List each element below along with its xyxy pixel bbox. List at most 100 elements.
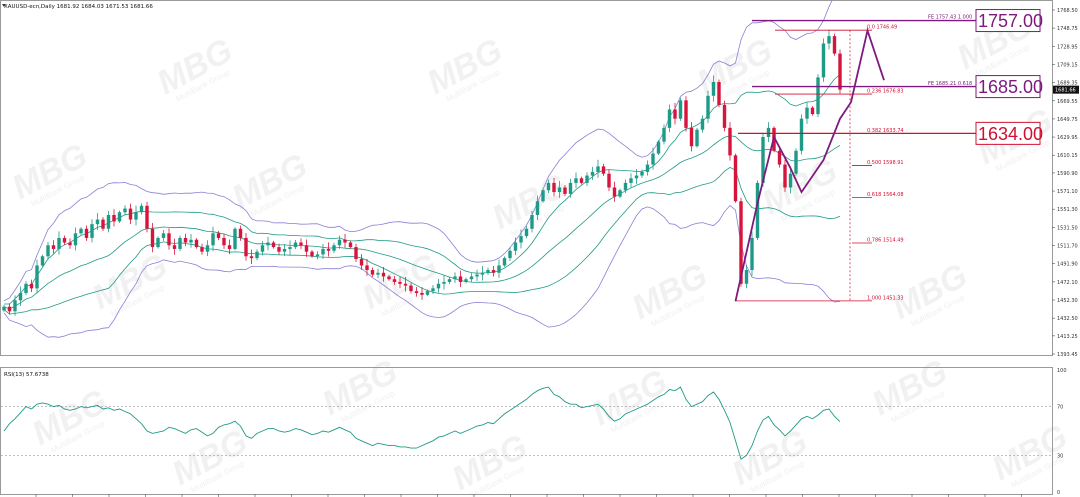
candle: [788, 167, 793, 194]
fib-expansion-label: FE 1757.43 1.000: [928, 15, 972, 21]
y-tick-label: 1432.50: [1057, 316, 1078, 322]
candle: [513, 237, 518, 256]
rsi-tick-label: 0: [1057, 490, 1060, 496]
candle: [546, 179, 551, 194]
candle: [805, 101, 809, 124]
candle: [211, 226, 215, 252]
candle: [35, 259, 39, 294]
y-tick-label: 1728.95: [1057, 44, 1078, 50]
candle: [409, 283, 413, 294]
candle: [244, 232, 248, 261]
candle: [337, 235, 342, 249]
key-level-1685-00[interactable]: 1685.00: [752, 75, 1043, 99]
candle: [502, 256, 507, 267]
candle: [480, 266, 485, 281]
candle: [277, 243, 281, 255]
candle: [766, 122, 771, 143]
candle: [189, 233, 193, 248]
fib-level[interactable]: 0.500 1598.91: [852, 160, 904, 166]
candle: [332, 242, 336, 253]
candle: [662, 124, 666, 145]
candle: [249, 249, 254, 264]
candle: [684, 96, 688, 132]
candle: [79, 227, 83, 235]
candle: [656, 139, 661, 156]
candle: [24, 281, 28, 296]
candle: [222, 233, 226, 249]
candle: [310, 250, 314, 258]
candle: [117, 210, 122, 223]
collapse-triangle-icon[interactable]: [2, 4, 6, 7]
candle: [629, 173, 633, 188]
y-tick-label: 1629.95: [1057, 135, 1078, 141]
candle: [29, 279, 34, 293]
y-tick-label: 1709.15: [1057, 62, 1078, 68]
candle: [832, 33, 837, 56]
candle: [13, 295, 17, 316]
candle: [612, 181, 617, 202]
key-level-1757-00[interactable]: 1757.00: [752, 9, 1043, 33]
candle: [123, 205, 127, 216]
symbol-info: XAUUSD-ecn,Daily 1681.92 1684.03 1671.53…: [4, 4, 153, 10]
candle: [640, 169, 644, 178]
candle: [84, 225, 89, 241]
candle: [607, 169, 611, 192]
candle: [359, 254, 364, 270]
candle: [2, 305, 6, 312]
candle: [563, 185, 567, 197]
candle: [420, 287, 424, 300]
candle: [18, 286, 23, 307]
candle: [101, 217, 105, 231]
candle: [271, 240, 276, 249]
candle: [288, 240, 292, 255]
y-tick-label: 1511.70: [1057, 244, 1078, 250]
fib-level-label: 0.500 1598.91: [867, 160, 904, 166]
key-level-label: 1685.00: [978, 77, 1043, 97]
fib-level[interactable]: 0.0 1746.49: [775, 25, 897, 31]
candle: [585, 172, 589, 186]
candle: [717, 79, 721, 108]
fib-level[interactable]: 0.236 1676.83: [775, 89, 904, 95]
rsi-line[interactable]: [3, 386, 841, 460]
y-tick-label: 1452.30: [1057, 298, 1078, 304]
candle: [255, 249, 259, 261]
candle: [403, 277, 408, 292]
candle: [486, 267, 490, 275]
fib-level-label: 0.786 1514.49: [867, 237, 904, 243]
candle: [678, 97, 683, 121]
candle: [590, 166, 595, 180]
y-tick-label: 1610.15: [1057, 153, 1078, 159]
candle: [524, 226, 529, 239]
candle: [51, 240, 56, 254]
candle: [73, 227, 78, 251]
candle: [821, 38, 826, 82]
candle: [700, 115, 705, 133]
candle: [711, 75, 716, 102]
candle: [178, 235, 182, 252]
fib-level[interactable]: 1.000 1451.33: [735, 295, 904, 301]
fib-expansion-label: FE 1685.21 0.618: [928, 81, 972, 87]
key-level-1634-00[interactable]: 1634.00: [738, 121, 1043, 145]
candle: [172, 238, 177, 255]
candle: [112, 209, 116, 227]
candle: [216, 230, 221, 241]
candle: [799, 114, 804, 155]
candle: [260, 241, 265, 256]
fib-level[interactable]: 0.786 1514.49: [852, 237, 904, 243]
candle: [68, 238, 72, 249]
y-tick-label: 1571.10: [1057, 189, 1078, 195]
candle: [227, 239, 232, 255]
impulse-wave-line[interactable]: [734, 27, 885, 302]
candle: [150, 222, 155, 253]
y-tick-label: 1748.75: [1057, 26, 1078, 32]
y-tick-label: 1669.55: [1057, 99, 1078, 105]
candle: [387, 274, 391, 281]
fib-level[interactable]: 0.618 1564.08: [852, 192, 904, 198]
bollinger-lower-band: [3, 204, 841, 338]
candle: [106, 210, 111, 233]
candle: [469, 273, 474, 283]
rsi-info: RSI(13) 57.6738: [4, 372, 49, 378]
